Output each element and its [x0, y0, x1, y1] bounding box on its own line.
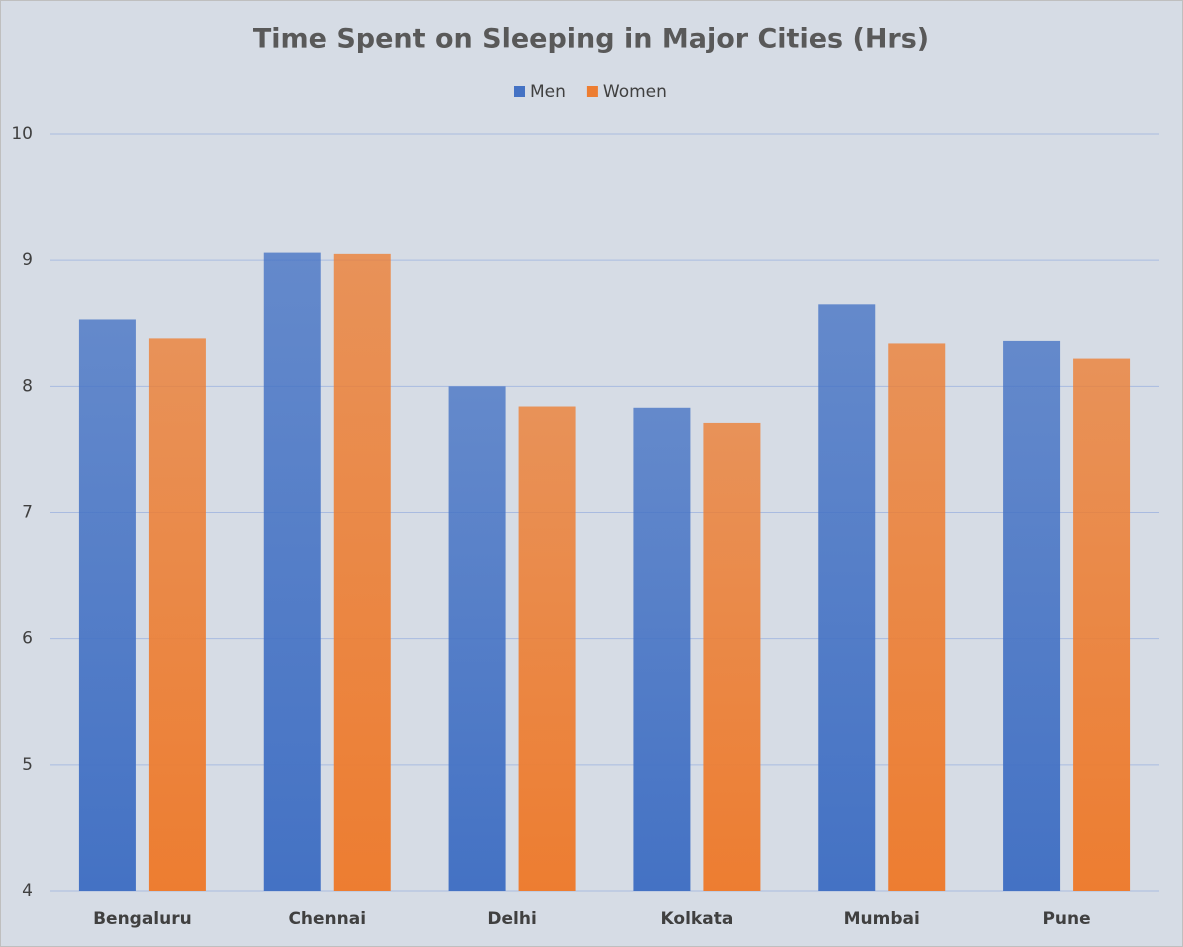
bar [633, 407, 691, 891]
chart-title: Time Spent on Sleeping in Major Cities (… [253, 24, 929, 55]
bar [1003, 340, 1061, 891]
bar [518, 406, 576, 891]
y-tick-label: 7 [22, 503, 33, 523]
x-tick-label: Mumbai [844, 909, 920, 929]
bar [1073, 358, 1131, 891]
y-tick-label: 4 [22, 881, 33, 901]
y-tick-label: 10 [11, 124, 33, 144]
y-tick-label: 8 [22, 376, 33, 396]
bar [333, 253, 391, 891]
bar [703, 422, 761, 891]
x-tick-label: Delhi [487, 909, 536, 929]
legend-swatch [586, 86, 598, 97]
bar [448, 386, 506, 891]
y-tick-label: 6 [22, 629, 33, 649]
bar [818, 304, 876, 891]
x-tick-label: Chennai [288, 909, 366, 929]
legend-label: Men [530, 82, 566, 102]
bar [888, 343, 946, 892]
bar [148, 338, 206, 891]
x-tick-label: Pune [1042, 909, 1090, 929]
y-tick-label: 5 [22, 755, 33, 775]
bar [263, 252, 321, 891]
legend-label: Women [603, 82, 667, 102]
legend-swatch [514, 86, 525, 97]
x-tick-label: Kolkata [661, 909, 734, 929]
x-tick-label: Bengaluru [93, 909, 192, 929]
y-tick-label: 9 [22, 250, 33, 270]
bar [78, 319, 136, 892]
